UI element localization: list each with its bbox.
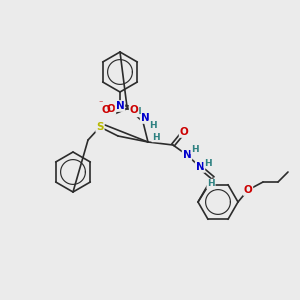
- Text: H: H: [204, 158, 212, 167]
- Text: O: O: [244, 185, 252, 195]
- Text: O: O: [106, 104, 116, 114]
- Text: H: H: [152, 133, 160, 142]
- Text: N: N: [196, 162, 204, 172]
- Text: H: H: [207, 179, 215, 188]
- Text: H: H: [191, 145, 199, 154]
- Text: S: S: [96, 122, 104, 132]
- Text: ⁻: ⁻: [99, 98, 103, 107]
- Text: O: O: [102, 105, 110, 115]
- Text: H: H: [149, 121, 157, 130]
- Text: H: H: [133, 107, 141, 116]
- Text: N: N: [183, 150, 191, 160]
- Text: N: N: [141, 113, 149, 123]
- Text: O: O: [130, 105, 138, 115]
- Text: N: N: [116, 101, 124, 111]
- Text: O: O: [180, 127, 188, 137]
